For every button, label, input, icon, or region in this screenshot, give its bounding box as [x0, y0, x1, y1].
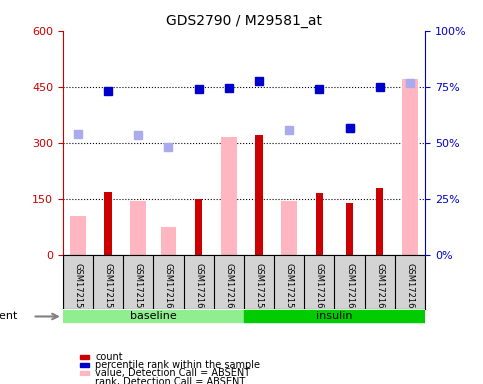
Text: GSM172154: GSM172154 [255, 263, 264, 314]
Text: GSM172163: GSM172163 [194, 263, 203, 314]
Text: GSM172159: GSM172159 [134, 263, 143, 314]
Bar [70, 216, 86, 255]
Text: GSM172162: GSM172162 [345, 263, 354, 314]
Text: GSM172158: GSM172158 [284, 263, 294, 314]
Bar [376, 188, 384, 255]
Text: GSM172156: GSM172156 [103, 263, 113, 314]
Bar [63, 311, 244, 323]
Bar [316, 194, 323, 255]
Text: GSM172167: GSM172167 [405, 263, 414, 314]
Bar [281, 201, 297, 255]
Text: count: count [95, 352, 123, 362]
Bar [346, 203, 353, 255]
Text: percentile rank within the sample: percentile rank within the sample [95, 360, 260, 370]
Text: GSM172165: GSM172165 [375, 263, 384, 314]
Bar [402, 79, 418, 255]
Bar [80, 363, 89, 367]
Bar [130, 201, 146, 255]
Text: GSM172150: GSM172150 [73, 263, 83, 314]
Text: insulin: insulin [316, 311, 353, 321]
Bar [80, 379, 89, 384]
Text: GSM172160: GSM172160 [315, 263, 324, 314]
Bar [244, 311, 425, 323]
Title: GDS2790 / M29581_at: GDS2790 / M29581_at [166, 14, 322, 28]
Text: agent: agent [0, 311, 17, 321]
Bar [160, 227, 176, 255]
Text: GSM172161: GSM172161 [164, 263, 173, 314]
Text: baseline: baseline [130, 311, 177, 321]
Bar [80, 355, 89, 359]
Text: rank, Detection Call = ABSENT: rank, Detection Call = ABSENT [95, 377, 246, 384]
Text: value, Detection Call = ABSENT: value, Detection Call = ABSENT [95, 368, 251, 378]
Bar [195, 199, 202, 255]
Bar [80, 371, 89, 376]
Bar [104, 192, 112, 255]
Text: GSM172166: GSM172166 [224, 263, 233, 314]
Bar [221, 137, 237, 255]
Bar [256, 136, 263, 255]
